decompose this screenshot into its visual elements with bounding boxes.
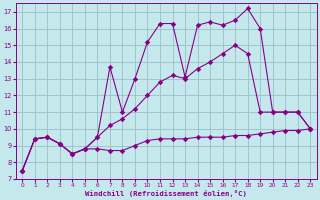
X-axis label: Windchill (Refroidissement éolien,°C): Windchill (Refroidissement éolien,°C) [85,190,247,197]
